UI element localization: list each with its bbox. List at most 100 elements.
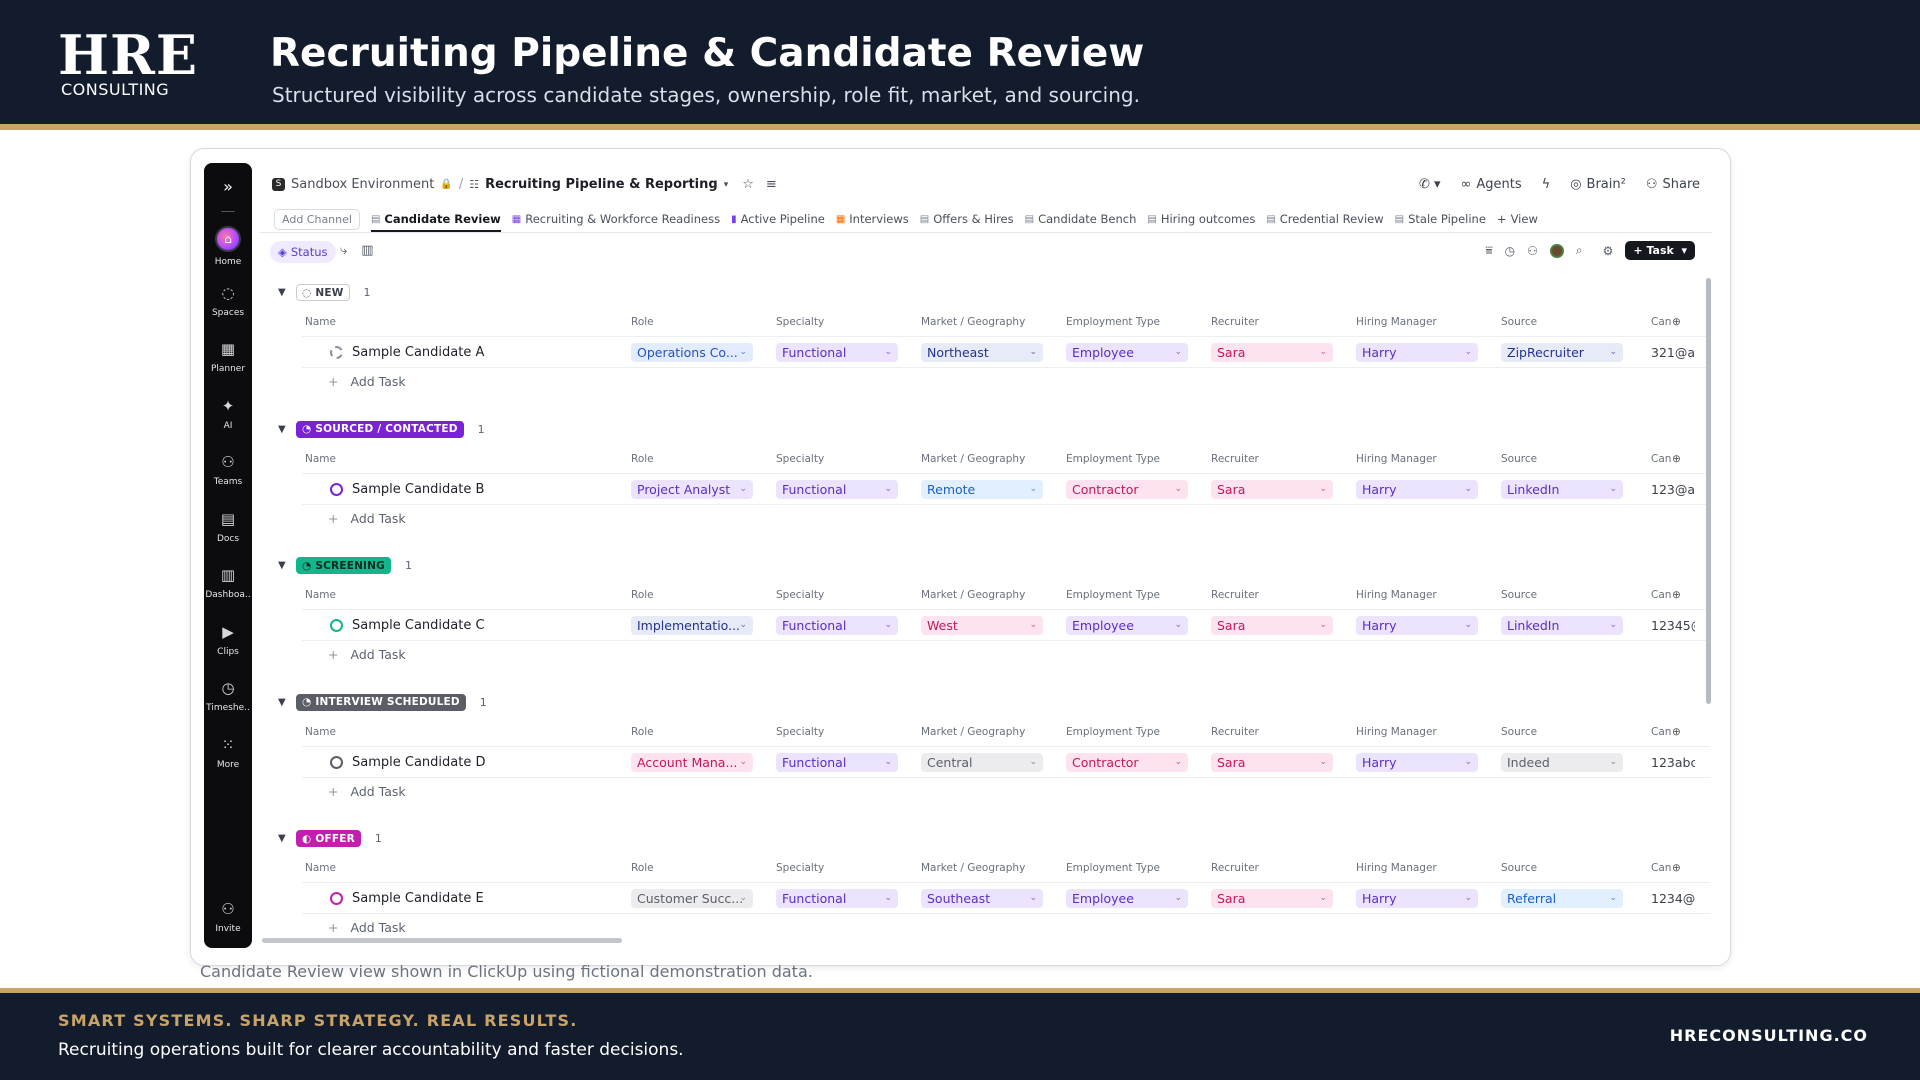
status-circle-icon[interactable]: [330, 755, 343, 769]
rail-item-more[interactable]: ⁙ More: [204, 735, 252, 770]
employment-pill[interactable]: Contractor ⌄: [1066, 479, 1188, 499]
column-header-market[interactable]: Market / Geography: [921, 589, 1026, 601]
share-button[interactable]: ⚇ Share: [1646, 177, 1700, 192]
status-circle-icon[interactable]: [330, 346, 343, 359]
role-pill[interactable]: Implementatio... ⌄: [631, 616, 753, 635]
add-column-icon[interactable]: ⊕: [1672, 725, 1681, 738]
candidate-name[interactable]: Sample Candidate E: [352, 891, 484, 906]
rail-item-clips[interactable]: ▶ Clips: [204, 622, 252, 657]
candidate-name[interactable]: Sample Candidate C: [352, 618, 485, 633]
status-badge[interactable]: ◌ NEW: [296, 284, 350, 301]
add-column-icon[interactable]: ⊕: [1672, 452, 1681, 465]
column-header-employment[interactable]: Employment Type: [1066, 725, 1160, 738]
specialty-pill[interactable]: Functional ⌄: [776, 479, 898, 499]
status-badge[interactable]: ◐ OFFER: [296, 830, 361, 847]
tab-recruiting-workforce-readiness[interactable]: ▦ Recruiting & Workforce Readiness: [512, 212, 720, 226]
column-header-candidate[interactable]: Can: [1651, 316, 1672, 328]
add-task-row[interactable]: + Add Task: [328, 920, 406, 935]
call-icon[interactable]: ✆ ▾: [1418, 177, 1441, 192]
column-header-manager[interactable]: Hiring Manager: [1356, 316, 1437, 328]
rail-invite[interactable]: ⚇ Invite: [204, 899, 252, 934]
breadcrumb-workspace[interactable]: Sandbox Environment: [291, 177, 435, 192]
column-header-recruiter[interactable]: Recruiter: [1211, 862, 1259, 874]
manager-pill[interactable]: Harry ⌄: [1356, 616, 1478, 635]
rail-item-timeshe[interactable]: ◷ Timeshe..: [204, 678, 252, 713]
market-pill[interactable]: Southeast ⌄: [921, 889, 1043, 908]
footer-website[interactable]: HRECONSULTING.CO: [1669, 1026, 1868, 1045]
tab-candidate-review[interactable]: ▤ Candidate Review: [370, 212, 501, 232]
columns-icon[interactable]: ▥: [361, 243, 374, 258]
role-pill[interactable]: Operations Co... ⌄: [631, 343, 753, 362]
caret-down-icon[interactable]: ▼: [278, 696, 286, 708]
market-pill[interactable]: Northeast ⌄: [921, 343, 1043, 362]
horizontal-scrollbar[interactable]: [262, 938, 622, 943]
filter-icon[interactable]: ⩸: [1485, 243, 1493, 257]
tab-hiring-outcomes[interactable]: ▤ Hiring outcomes: [1147, 212, 1255, 226]
table-row[interactable]: Sample Candidate A Operations Co... ⌄ Funct…: [302, 336, 1710, 368]
caret-down-icon[interactable]: ▼: [278, 423, 286, 435]
column-header-role[interactable]: Role: [631, 316, 654, 328]
column-header-source[interactable]: Source: [1501, 589, 1538, 601]
column-header-name[interactable]: Name: [305, 862, 336, 874]
status-circle-icon[interactable]: [330, 482, 343, 496]
recruiter-pill[interactable]: Sara ⌄: [1211, 343, 1333, 362]
source-pill[interactable]: ZipRecruiter ⌄: [1501, 343, 1623, 362]
column-header-role[interactable]: Role: [631, 862, 654, 874]
rail-item-teams[interactable]: ⚇ Teams: [204, 452, 252, 487]
tab-offers-hires[interactable]: ▤ Offers & Hires: [920, 212, 1014, 226]
column-header-recruiter[interactable]: Recruiter: [1211, 316, 1259, 328]
assignee-icon[interactable]: ⚇: [1527, 243, 1538, 258]
add-column-icon[interactable]: ⊕: [1672, 589, 1681, 601]
column-header-market[interactable]: Market / Geography: [921, 316, 1026, 328]
menu-lines-icon[interactable]: ≡: [765, 177, 777, 192]
caret-down-icon[interactable]: ▼: [278, 560, 286, 571]
table-row[interactable]: Sample Candidate C Implementatio... ⌄ Funct…: [302, 609, 1710, 641]
workspace-avatar[interactable]: S: [272, 178, 285, 191]
candidate-email[interactable]: 12345@: [1651, 618, 1695, 633]
column-header-role[interactable]: Role: [631, 589, 654, 601]
agents-button[interactable]: ∞ Agents: [1461, 177, 1522, 192]
manager-pill[interactable]: Harry ⌄: [1356, 343, 1478, 362]
candidate-name[interactable]: Sample Candidate D: [352, 754, 486, 770]
tab-active-pipeline[interactable]: ▮ Active Pipeline: [731, 212, 825, 226]
add-task-row[interactable]: + Add Task: [328, 374, 406, 389]
rail-item-ai[interactable]: ✦ AI: [204, 396, 252, 431]
recruiter-pill[interactable]: Sara ⌄: [1211, 616, 1333, 635]
column-header-employment[interactable]: Employment Type: [1066, 452, 1160, 465]
brain-button[interactable]: ◎ Brain²: [1570, 177, 1626, 192]
group-by-status-chip[interactable]: ◈ Status: [270, 241, 336, 263]
manager-pill[interactable]: Harry ⌄: [1356, 479, 1478, 499]
column-header-market[interactable]: Market / Geography: [921, 862, 1026, 874]
star-icon[interactable]: ☆: [742, 177, 754, 192]
add-task-row[interactable]: + Add Task: [328, 784, 406, 799]
manager-pill[interactable]: Harry ⌄: [1356, 889, 1478, 908]
settings-icon[interactable]: ⚙: [1602, 243, 1614, 258]
breadcrumb-list[interactable]: Recruiting Pipeline & Reporting: [485, 177, 718, 192]
column-header-candidate[interactable]: Can: [1651, 725, 1672, 738]
column-header-employment[interactable]: Employment Type: [1066, 862, 1160, 874]
add-column-icon[interactable]: ⊕: [1672, 316, 1681, 328]
column-header-specialty[interactable]: Specialty: [776, 862, 825, 874]
column-header-specialty[interactable]: Specialty: [776, 589, 825, 601]
column-header-source[interactable]: Source: [1501, 725, 1538, 738]
column-header-name[interactable]: Name: [305, 725, 336, 738]
column-header-manager[interactable]: Hiring Manager: [1356, 452, 1437, 465]
column-header-manager[interactable]: Hiring Manager: [1356, 589, 1437, 601]
status-badge[interactable]: ◔ SCREENING: [296, 557, 391, 574]
table-row[interactable]: Sample Candidate D Account Mana... ⌄ Functi…: [302, 745, 1710, 778]
search-icon[interactable]: ⌕: [1575, 243, 1583, 257]
column-header-recruiter[interactable]: Recruiter: [1211, 725, 1259, 738]
status-badge[interactable]: ◔ INTERVIEW SCHEDULED: [296, 693, 466, 711]
column-header-employment[interactable]: Employment Type: [1066, 589, 1160, 601]
column-header-employment[interactable]: Employment Type: [1066, 316, 1160, 328]
recruiter-pill[interactable]: Sara ⌄: [1211, 479, 1333, 499]
candidate-email[interactable]: 321@ac: [1651, 345, 1695, 360]
add-task-row[interactable]: + Add Task: [328, 511, 406, 526]
candidate-email[interactable]: 1234@a: [1651, 891, 1695, 906]
status-circle-icon[interactable]: [330, 892, 343, 905]
candidate-name[interactable]: Sample Candidate A: [352, 345, 485, 360]
source-pill[interactable]: Referral ⌄: [1501, 889, 1623, 908]
specialty-pill[interactable]: Functional ⌄: [776, 889, 898, 908]
candidate-name[interactable]: Sample Candidate B: [352, 481, 485, 497]
market-pill[interactable]: Central ⌄: [921, 752, 1043, 772]
